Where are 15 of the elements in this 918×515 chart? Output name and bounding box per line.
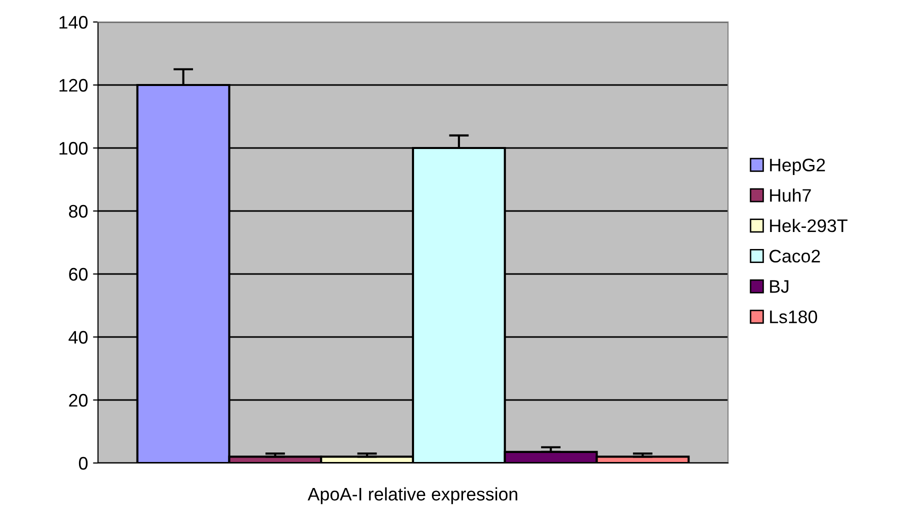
legend-label: Caco2 bbox=[770, 250, 820, 263]
legend-label: BJ bbox=[770, 280, 788, 293]
legend-label: Hek-293T bbox=[770, 218, 848, 232]
x-axis-title: ApoA-I relative expression bbox=[308, 487, 518, 504]
y-tick-label: 20 bbox=[69, 394, 88, 407]
y-tick-label: 140 bbox=[60, 16, 88, 29]
y-tick-label: 80 bbox=[68, 204, 88, 218]
legend-label: HepG2 bbox=[770, 158, 825, 175]
y-tick-label: 100 bbox=[60, 142, 88, 155]
legend-label: Ls180 bbox=[770, 310, 818, 324]
y-tick-label: 120 bbox=[60, 78, 88, 92]
y-tick-label: 60 bbox=[69, 268, 88, 281]
y-tick-label: 40 bbox=[68, 330, 88, 344]
legend-label: Huh7 bbox=[770, 188, 811, 202]
y-tick-label: 0 bbox=[78, 456, 88, 470]
